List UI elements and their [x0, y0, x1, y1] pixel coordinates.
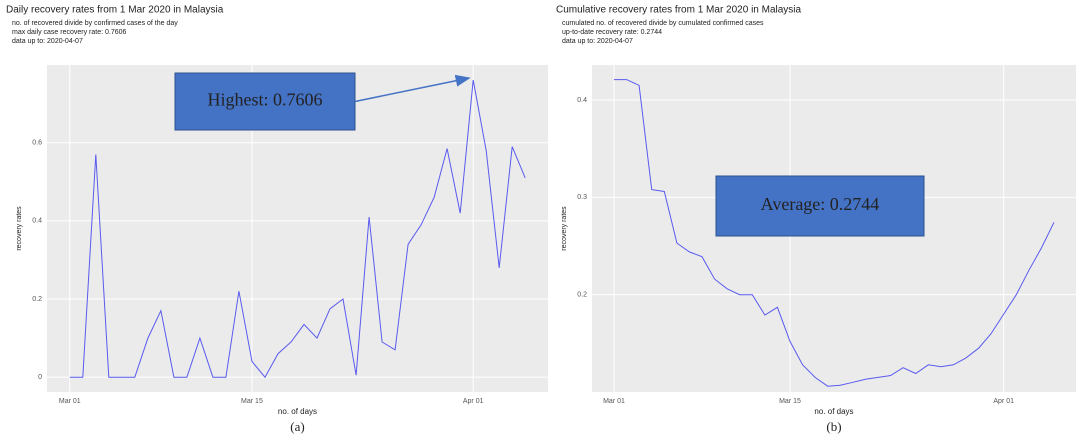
- chart-subtitle: no. of recovered divide by confirmed cas…: [12, 20, 178, 27]
- chart-subtitle: data up to: 2020-04-07: [562, 38, 633, 45]
- chart-title: Cumulative recovery rates from 1 Mar 202…: [556, 5, 802, 16]
- x-tick-label: Mar 01: [59, 398, 81, 405]
- annotation-text: Highest: 0.7606: [208, 90, 323, 110]
- data-line: [614, 79, 1055, 387]
- y-tick-label: 0.2: [32, 296, 42, 303]
- panel-caption: (a): [290, 419, 304, 434]
- annotation-box: [174, 72, 356, 131]
- y-tick-label: 0.2: [577, 292, 587, 299]
- data-line: [69, 79, 526, 379]
- x-tick-label: Mar 15: [241, 398, 263, 405]
- y-axis-label: recovery rates: [16, 206, 23, 251]
- chart-subtitle: data up to: 2020-04-07: [12, 38, 83, 45]
- chart-subtitle: cumulated no. of recovered divide by cum…: [562, 20, 764, 27]
- chart-title: Daily recovery rates from 1 Mar 2020 in …: [6, 5, 224, 16]
- y-tick-label: 0.6: [32, 140, 42, 147]
- chart-subtitle: max daily case recovery rate: 0.7606: [12, 29, 126, 36]
- x-tick-label: Mar 01: [603, 398, 625, 405]
- y-tick-label: 0.4: [577, 97, 587, 104]
- x-tick-label: Mar 15: [779, 398, 801, 405]
- y-tick-label: 0.3: [577, 194, 587, 201]
- x-tick-label: Apr 01: [993, 398, 1014, 405]
- chart-subtitle: up-to-date recovery rate: 0.2744: [562, 29, 662, 36]
- annotation-box: [715, 175, 925, 237]
- x-axis-label: no. of days: [814, 407, 853, 416]
- annotation-text: Average: 0.2744: [761, 194, 880, 214]
- y-axis-label: recovery rates: [561, 206, 568, 251]
- y-tick-label: 0: [38, 374, 42, 381]
- annotation-arrow: [354, 74, 471, 103]
- x-axis-label: no. of days: [278, 407, 317, 416]
- y-tick-label: 0.4: [32, 218, 42, 225]
- x-tick-label: Apr 01: [463, 398, 484, 405]
- panel-caption: (b): [826, 419, 841, 434]
